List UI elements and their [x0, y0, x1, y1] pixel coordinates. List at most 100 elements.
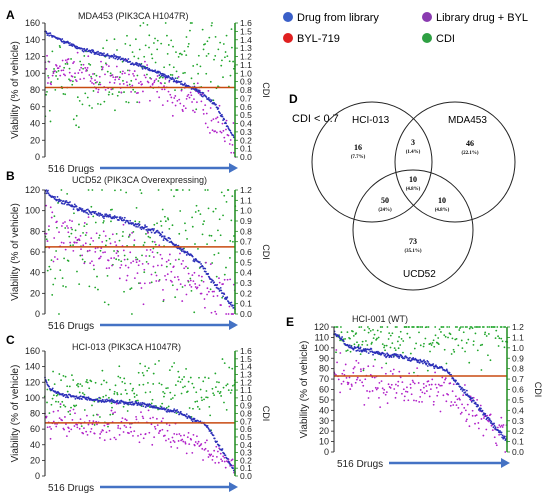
cdi-point: [380, 330, 382, 333]
cdi-point: [128, 83, 131, 86]
combo-point: [60, 225, 63, 227]
combo-point: [202, 459, 204, 461]
cdi-point: [159, 75, 162, 78]
combo-point: [220, 304, 222, 306]
cdi-point: [73, 405, 76, 408]
cdi-point: [349, 350, 352, 353]
combo-point: [73, 425, 76, 427]
cdi-point: [358, 326, 361, 328]
cdi-point: [170, 189, 173, 191]
combo-point: [83, 427, 85, 430]
cdi-point: [168, 63, 171, 66]
cdi-point: [218, 381, 220, 384]
combo-point: [155, 78, 158, 80]
cdi-point: [114, 109, 116, 112]
combo-point: [401, 381, 404, 384]
drug-curve-point: [48, 385, 51, 388]
cdi-point: [71, 83, 74, 86]
combo-point: [161, 257, 163, 260]
cdi-point: [179, 52, 182, 55]
cdi-point: [79, 254, 82, 257]
drug-curve-point: [182, 247, 185, 250]
combo-point: [101, 240, 104, 243]
cdi-point: [171, 224, 174, 227]
drug-curve-point: [184, 82, 186, 85]
cdi-point: [56, 393, 59, 396]
combo-point: [362, 384, 365, 387]
combo-point: [66, 61, 68, 64]
cdi-point: [197, 72, 200, 75]
combo-point: [202, 280, 205, 283]
combo-point: [444, 378, 446, 381]
combo-point: [378, 381, 381, 384]
combo-point: [114, 411, 116, 414]
drug-curve-point: [232, 467, 235, 470]
drug-curve-point: [191, 420, 194, 423]
cdi-point: [94, 221, 97, 224]
combo-point: [176, 288, 179, 291]
combo-point: [187, 431, 190, 434]
cdi-point: [349, 337, 351, 340]
drug-curve-point: [128, 403, 130, 406]
cdi-point: [186, 238, 188, 240]
drug-curve-point: [142, 65, 145, 68]
cdi-point: [487, 333, 490, 335]
combo-point: [55, 64, 58, 67]
cdi-point: [167, 44, 170, 46]
combo-point: [114, 241, 117, 243]
combo-point: [204, 104, 207, 107]
combo-point: [210, 119, 213, 122]
combo-point: [223, 140, 226, 143]
combo-point: [69, 241, 72, 244]
drug-curve-point: [119, 402, 122, 404]
cdi-point: [163, 395, 165, 398]
drug-curve-point: [398, 355, 401, 358]
combo-point: [111, 264, 113, 267]
y-tick-label: 160: [25, 18, 40, 28]
drug-curve-point: [488, 418, 491, 420]
venn-pct-mda453-only: (22.1%): [461, 151, 478, 156]
chart-title: HCI-001 (WT): [352, 314, 408, 324]
drug-curve-point: [425, 362, 428, 365]
combo-point: [149, 417, 152, 420]
cdi-point: [171, 365, 173, 368]
combo-point: [173, 441, 176, 443]
combo-point: [65, 423, 67, 426]
combo-point: [70, 226, 73, 229]
drug-curve-point: [484, 415, 487, 418]
combo-point: [185, 293, 188, 296]
combo-point: [181, 300, 184, 302]
drug-curve-point: [116, 399, 119, 402]
venn-threshold: CDI < 0.7: [292, 113, 339, 125]
cdi-point: [138, 48, 141, 51]
cdi-point: [217, 252, 220, 255]
cdi-point: [97, 288, 99, 291]
cdi-point: [211, 262, 214, 264]
venn-count-hci013-mda453: 3: [411, 138, 415, 147]
combo-point: [186, 95, 189, 98]
cdi-point: [367, 331, 370, 334]
combo-point: [196, 435, 198, 438]
cdi-point: [147, 235, 150, 238]
combo-point: [176, 100, 179, 102]
cdi-point: [172, 66, 175, 69]
drug-curve-point: [215, 103, 217, 106]
combo-point: [193, 444, 196, 447]
cdi-point: [176, 189, 179, 191]
drug-curve-point: [199, 91, 202, 94]
cdi-point: [432, 339, 435, 342]
y2-tick-label: 1.0: [240, 68, 252, 78]
cdi-point: [76, 96, 79, 99]
drug-curve-point: [102, 54, 105, 57]
combo-point: [227, 134, 230, 137]
cdi-point: [376, 329, 379, 332]
combo-point: [106, 423, 109, 426]
drug-curve-point: [126, 59, 129, 62]
drug-curve-point: [162, 239, 165, 241]
combo-point: [156, 90, 159, 93]
drug-curve-point: [432, 363, 435, 365]
cdi-point: [144, 365, 147, 368]
combo-point: [135, 261, 138, 264]
drug-curve-point: [423, 359, 425, 362]
combo-point: [208, 453, 211, 456]
